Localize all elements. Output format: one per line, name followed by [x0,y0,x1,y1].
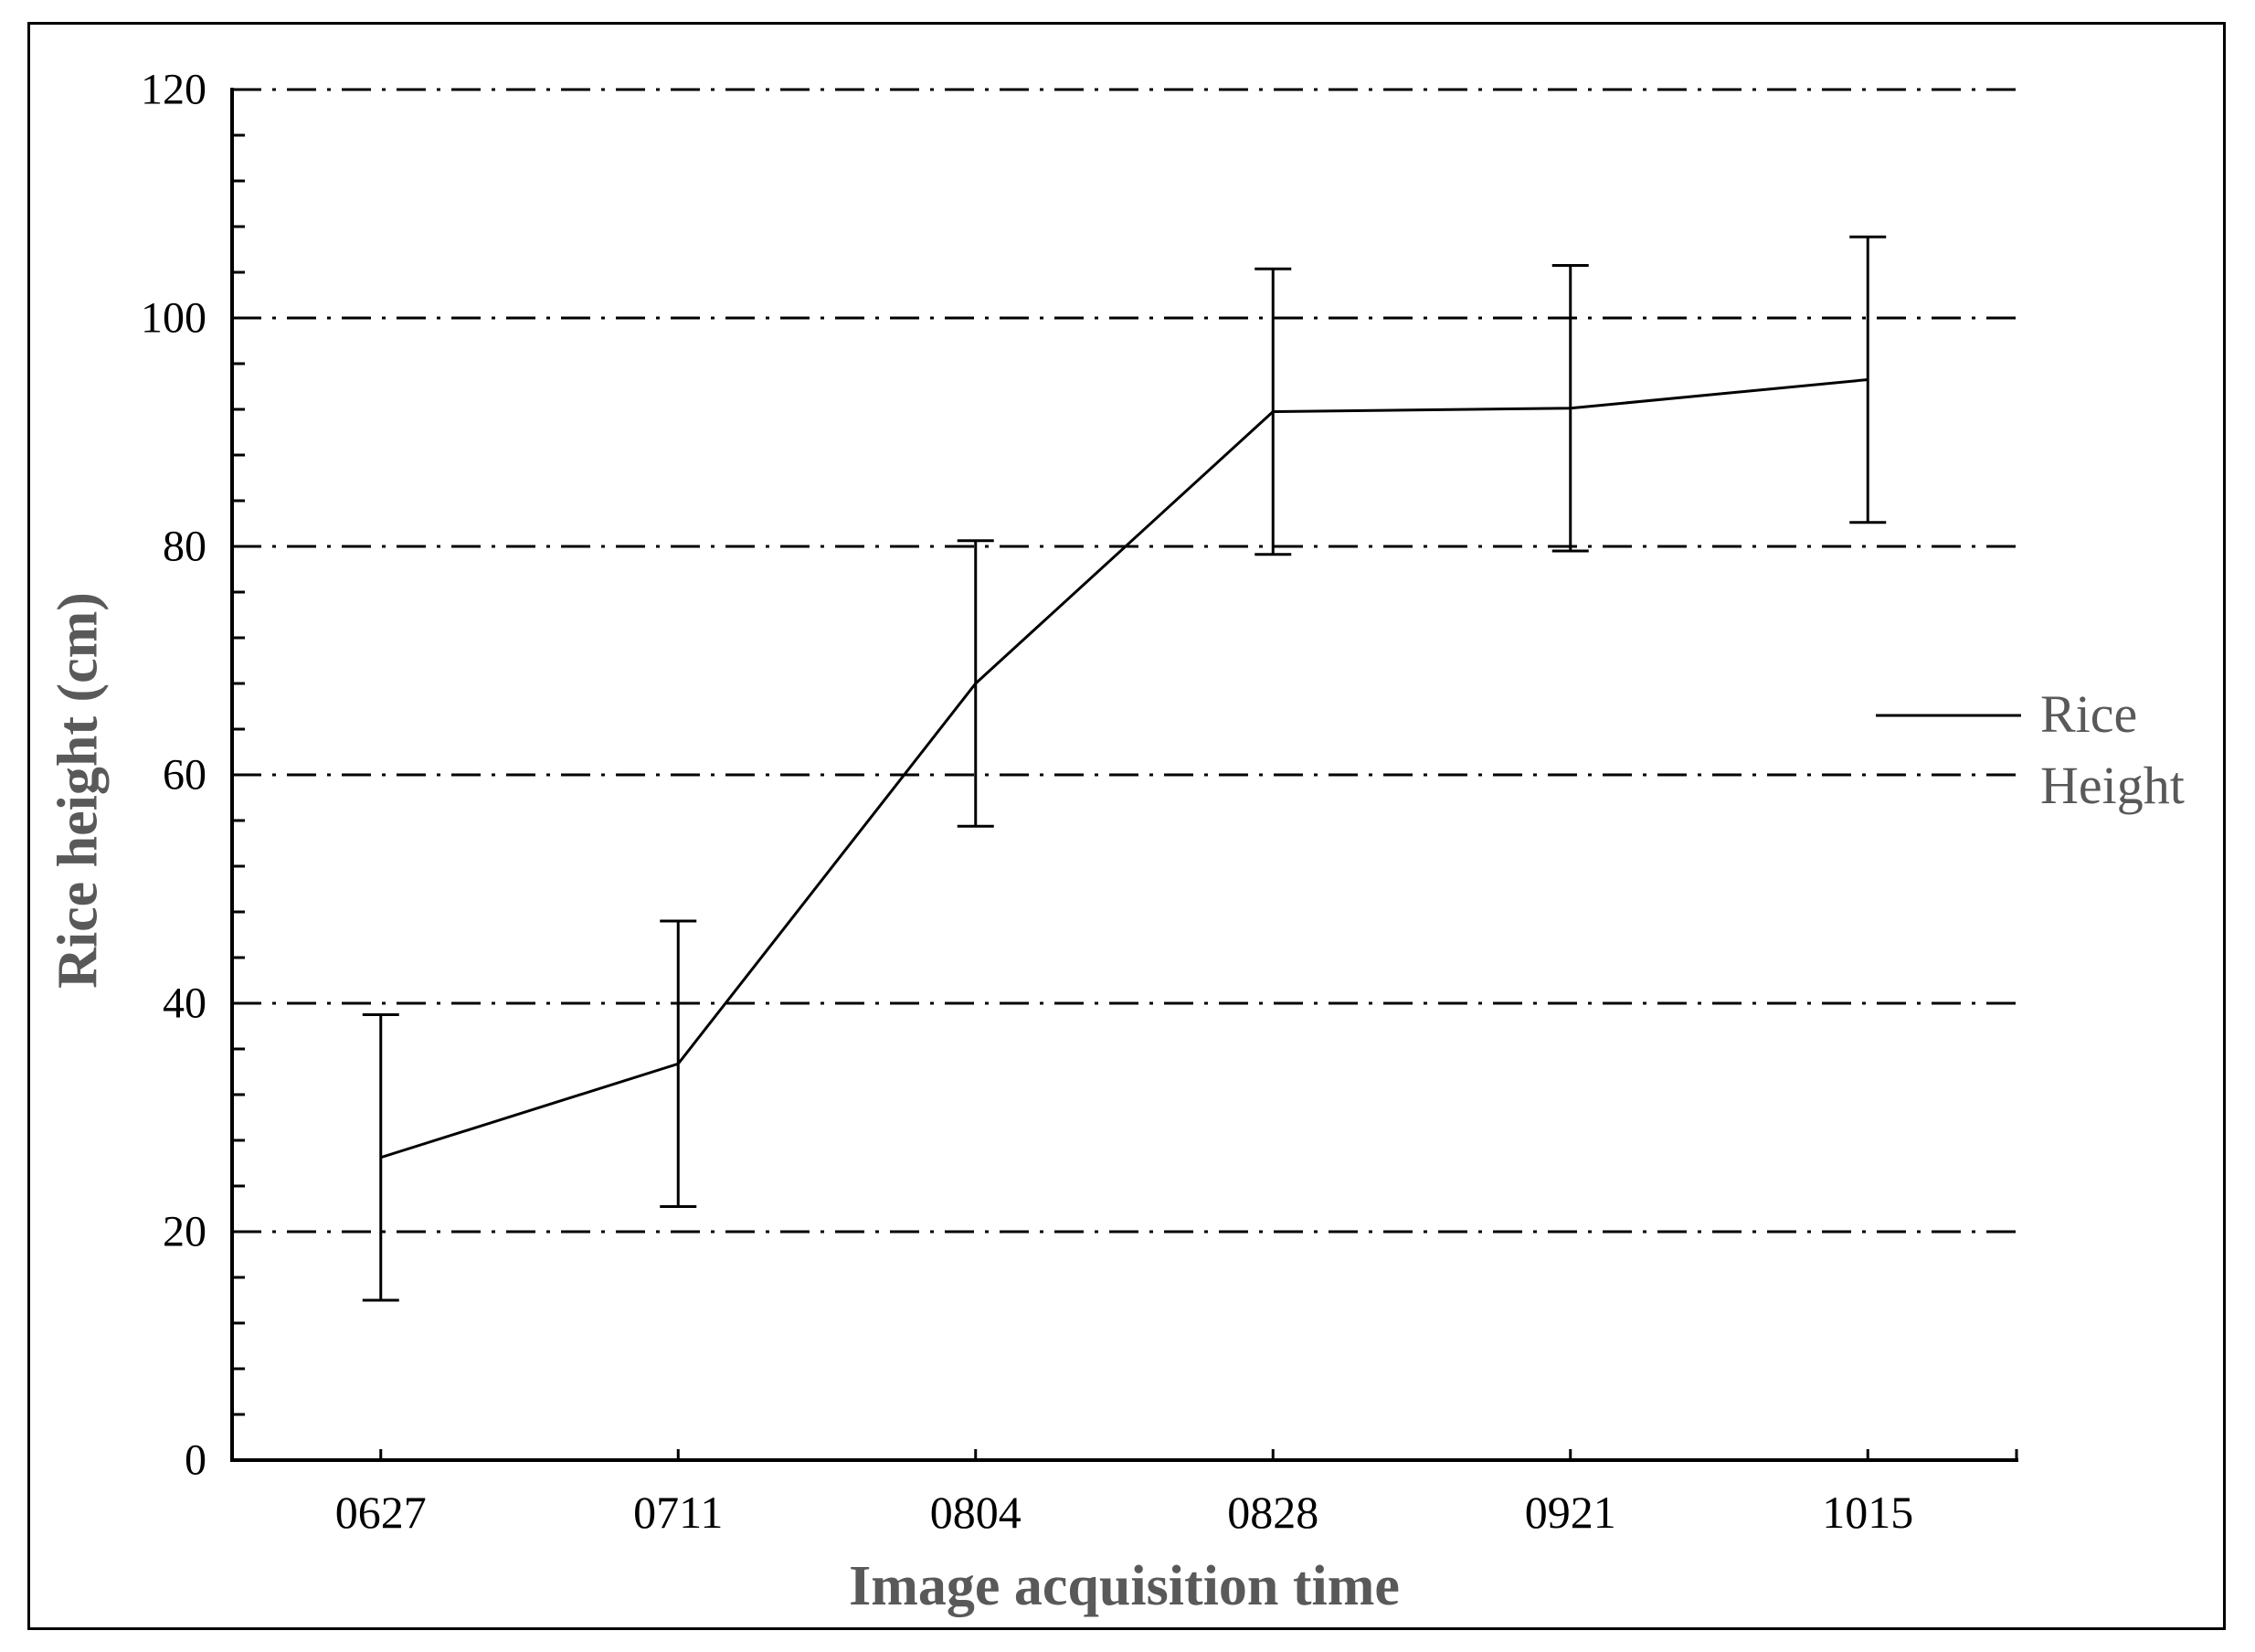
y-tick-label-40: 40 [163,980,206,1028]
x-axis-title: Image acquisition time [849,1555,1400,1617]
x-tick-label-0804: 0804 [930,1487,1022,1538]
x-tick-label-0711: 0711 [633,1487,723,1538]
x-tick-label-0627: 0627 [335,1487,427,1538]
y-tick-label-120: 120 [141,66,206,114]
y-tick-label-20: 20 [163,1208,206,1256]
y-tick-label-0: 0 [185,1436,206,1485]
figure-border [27,22,2226,1630]
y-axis-title: Rice height (cm) [47,592,110,989]
legend-label-line-1: Rice [2040,683,2138,744]
x-tick-label-0828: 0828 [1227,1487,1318,1538]
y-tick-label-80: 80 [163,523,206,571]
series-line-rice-height [380,378,1869,1160]
x-tick-label-0921: 0921 [1525,1487,1616,1538]
x-tick-label-1015: 1015 [1822,1487,1913,1538]
y-tick-label-60: 60 [163,751,206,800]
legend-label-line-2: Height [2040,755,2185,815]
y-tick-label-100: 100 [141,294,206,343]
